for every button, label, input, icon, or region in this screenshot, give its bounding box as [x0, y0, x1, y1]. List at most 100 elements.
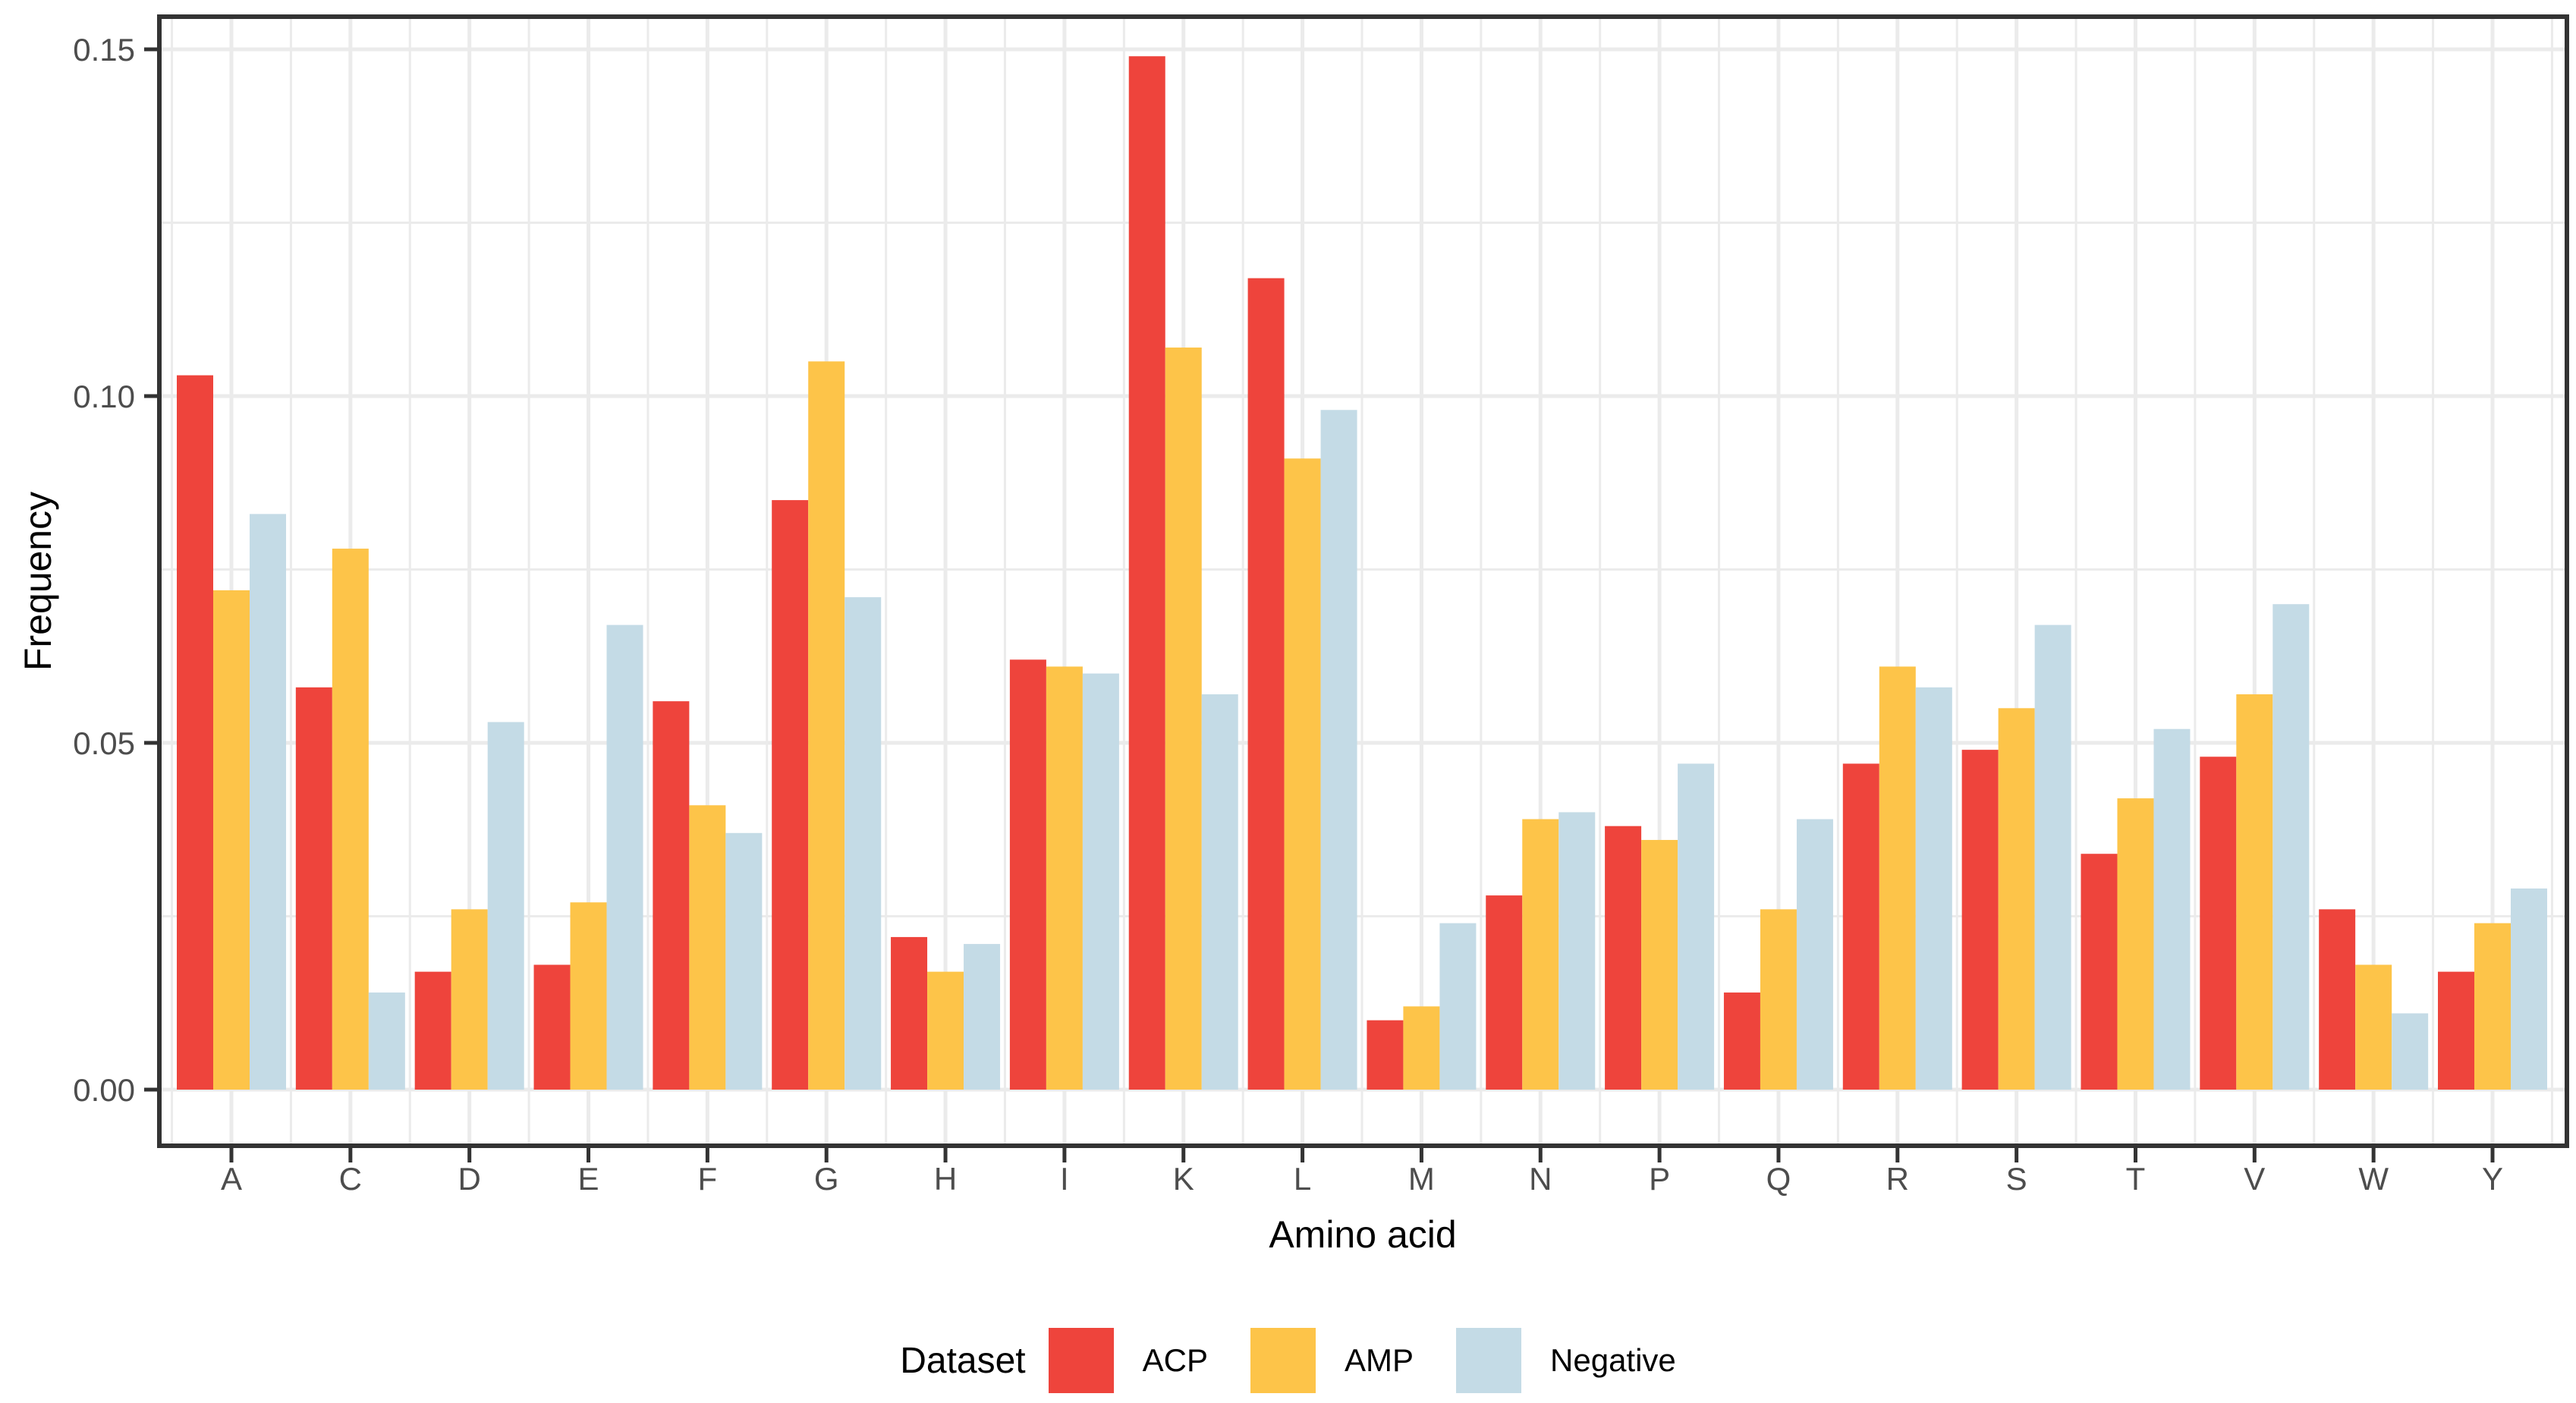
bar-P-ACP [1605, 826, 1642, 1090]
bar-D-ACP [414, 971, 451, 1090]
bar-K-Negative [1201, 694, 1238, 1090]
bar-S-ACP [1961, 750, 1999, 1090]
bar-K-ACP [1128, 56, 1165, 1090]
bar-H-ACP [891, 936, 928, 1090]
bar-M-ACP [1367, 1020, 1404, 1090]
x-tick-label-F: F [698, 1161, 718, 1197]
bar-Q-AMP [1760, 909, 1797, 1090]
bar-I-Negative [1082, 673, 1119, 1090]
bar-I-ACP [1009, 659, 1046, 1090]
legend-swatch-AMP [1250, 1328, 1316, 1393]
y-tick-label-0.00: 0.00 [73, 1072, 135, 1108]
bar-V-AMP [2236, 694, 2273, 1090]
x-tick-label-R: R [1886, 1161, 1909, 1197]
x-tick-label-N: N [1529, 1161, 1552, 1197]
bar-V-ACP [2200, 757, 2237, 1090]
bar-W-Negative [2392, 1013, 2429, 1090]
bar-F-Negative [725, 832, 763, 1090]
x-tick-label-P: P [1649, 1161, 1670, 1197]
bar-R-AMP [1879, 666, 1916, 1090]
y-axis-title: Frequency [17, 491, 59, 672]
bar-I-AMP [1046, 666, 1083, 1090]
bar-E-AMP [570, 902, 607, 1090]
bar-A-ACP [177, 375, 213, 1090]
bar-A-Negative [250, 514, 286, 1090]
bar-Y-Negative [2510, 888, 2547, 1090]
x-tick-label-Q: Q [1766, 1161, 1791, 1197]
bar-D-AMP [451, 909, 488, 1090]
bar-C-AMP [332, 549, 369, 1090]
legend-label-AMP: AMP [1345, 1342, 1414, 1378]
bar-V-Negative [2272, 604, 2310, 1090]
x-tick-label-D: D [458, 1161, 481, 1197]
bar-H-AMP [927, 971, 964, 1090]
y-tick-label-0.10: 0.10 [73, 379, 135, 414]
bar-E-Negative [606, 624, 643, 1090]
bar-N-ACP [1486, 895, 1523, 1090]
x-tick-label-L: L [1294, 1161, 1311, 1197]
x-tick-label-V: V [2244, 1161, 2265, 1197]
bar-W-AMP [2355, 964, 2392, 1090]
bar-Y-AMP [2474, 923, 2511, 1090]
bar-R-Negative [1915, 687, 1952, 1090]
panel-border [157, 14, 2569, 1148]
x-tick-label-G: G [814, 1161, 839, 1197]
bar-Q-ACP [1723, 992, 1760, 1090]
x-tick-label-T: T [2126, 1161, 2146, 1197]
bar-F-AMP [689, 805, 726, 1090]
bar-P-AMP [1641, 839, 1678, 1090]
x-tick-label-I: I [1060, 1161, 1069, 1197]
x-tick-label-Y: Y [2482, 1161, 2503, 1197]
bar-S-Negative [2034, 624, 2071, 1090]
legend-item-AMP: AMP [1250, 1328, 1414, 1393]
bar-Y-ACP [2437, 971, 2474, 1090]
x-tick-label-E: E [578, 1161, 599, 1197]
bars [177, 56, 2547, 1090]
bar-L-AMP [1284, 458, 1321, 1090]
x-tick-label-W: W [2358, 1161, 2389, 1197]
legend-item-Negative: Negative [1456, 1328, 1676, 1393]
legend-swatch-Negative [1456, 1328, 1522, 1393]
legend: Dataset ACP AMP Negative [0, 1319, 2576, 1402]
y-axis-ticks: 0.00 0.05 0.10 0.15 [73, 32, 159, 1108]
x-tick-label-A: A [221, 1161, 242, 1197]
bar-G-ACP [772, 500, 809, 1090]
bar-L-Negative [1320, 410, 1357, 1090]
bar-M-AMP [1403, 1006, 1440, 1090]
bar-G-AMP [808, 361, 845, 1090]
bar-D-Negative [487, 722, 524, 1090]
bar-P-Negative [1678, 763, 1715, 1090]
bar-M-Negative [1439, 923, 1477, 1090]
x-tick-label-M: M [1408, 1161, 1435, 1197]
bar-C-ACP [295, 687, 332, 1090]
x-tick-label-S: S [2006, 1161, 2027, 1197]
y-tick-label-0.05: 0.05 [73, 725, 135, 761]
bar-C-Negative [368, 992, 405, 1090]
bar-G-Negative [845, 597, 882, 1090]
x-tick-label-H: H [934, 1161, 957, 1197]
legend-label-ACP: ACP [1142, 1342, 1208, 1378]
bar-T-ACP [2081, 854, 2118, 1090]
x-tick-label-K: K [1173, 1161, 1194, 1197]
bar-H-Negative [964, 944, 1001, 1090]
legend-item-ACP: ACP [1048, 1328, 1208, 1393]
bar-E-ACP [533, 964, 571, 1090]
legend-label-Negative: Negative [1550, 1342, 1676, 1378]
bar-R-ACP [1842, 763, 1879, 1090]
gridlines-vertical [171, 17, 2553, 1146]
y-tick-label-0.15: 0.15 [73, 32, 135, 68]
legend-swatch-ACP [1048, 1328, 1114, 1393]
bar-N-Negative [1558, 812, 1596, 1090]
bar-A-AMP [213, 590, 250, 1090]
bar-N-AMP [1522, 819, 1559, 1090]
bar-S-AMP [1998, 708, 2035, 1090]
bar-L-ACP [1247, 278, 1285, 1090]
bar-K-AMP [1165, 348, 1202, 1090]
bar-W-ACP [2319, 909, 2356, 1090]
legend-title: Dataset [900, 1340, 1026, 1381]
x-axis-title: Amino acid [1269, 1213, 1457, 1256]
bar-T-Negative [2153, 728, 2191, 1090]
